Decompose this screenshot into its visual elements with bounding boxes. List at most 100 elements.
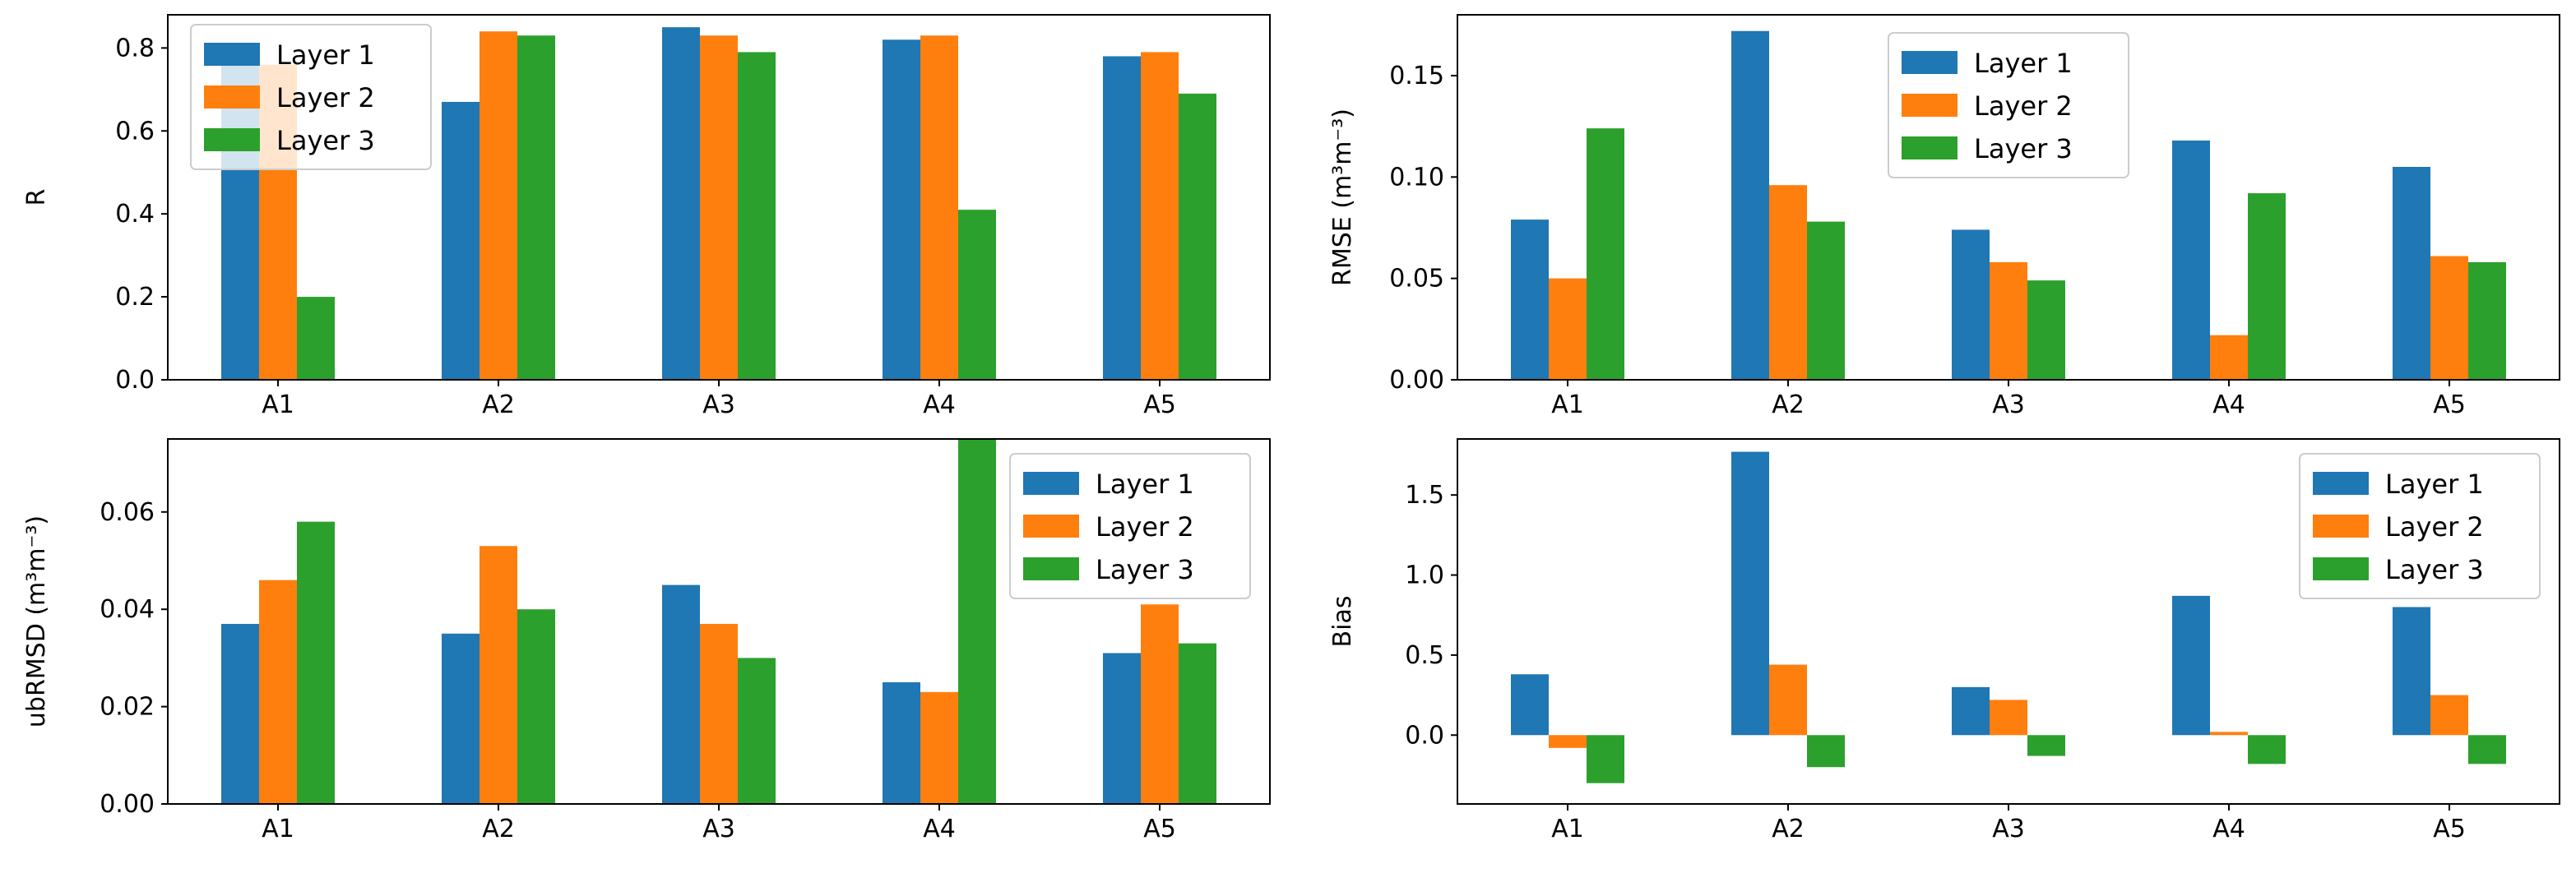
x-tick-label: A1 <box>262 815 294 843</box>
bar-layer-1-a3 <box>1952 229 1990 380</box>
bar-layer-3-a3 <box>2027 735 2065 756</box>
legend: Layer 1 Layer 2 Layer 3 <box>190 24 432 170</box>
x-tick-label: A5 <box>1143 815 1176 843</box>
x-tick-label: A2 <box>1772 390 1805 419</box>
bar-layer-2-a3 <box>700 35 738 381</box>
legend-swatch <box>1023 472 1079 495</box>
bar-layer-2-a1 <box>259 580 297 804</box>
bar-layer-1-a4 <box>2172 595 2210 736</box>
bar-layer-2-a5 <box>2430 695 2468 736</box>
legend-label: Layer 1 <box>1096 469 1194 500</box>
legend-label: Layer 1 <box>2385 469 2484 500</box>
y-tick-label: 0.2 <box>115 283 155 312</box>
bar-layer-3-a1 <box>1587 128 1624 380</box>
y-tick-label: 0.4 <box>115 200 155 229</box>
x-tick-label: A5 <box>2433 815 2466 843</box>
bar-layer-1-a4 <box>883 39 920 380</box>
y-axis-label: Bias <box>1328 596 1357 648</box>
bar-layer-2-a2 <box>1769 185 1807 380</box>
bar-layer-1-a4 <box>883 682 920 804</box>
y-tick-label: 0.0 <box>115 366 155 395</box>
legend-label: Layer 2 <box>2385 511 2484 543</box>
legend-label: Layer 1 <box>1974 48 2073 79</box>
panel-4: A1 A2 A3 A4 A5 0.0 0.5 1.0 1.5 Bias Layer 1 Layer 2… <box>1328 438 2560 843</box>
x-tick-label: A4 <box>923 815 956 843</box>
bar-layer-3-a1 <box>297 521 335 804</box>
bar-layer-1-a3 <box>662 584 700 804</box>
legend-swatch <box>2313 515 2369 538</box>
y-axis-label: R <box>22 189 51 206</box>
x-tick-label: A5 <box>2433 390 2466 419</box>
legend: Layer 1 Layer 2 Layer 3 <box>2299 453 2541 599</box>
bar-layer-1-a5 <box>1103 56 1141 381</box>
legend-label: Layer 3 <box>276 125 375 156</box>
bar-layer-2-a1 <box>1549 735 1587 748</box>
bar-layer-2-a2 <box>480 31 517 380</box>
legend-label: Layer 3 <box>1096 554 1194 585</box>
y-tick-label: 0.02 <box>100 693 155 722</box>
bar-layer-3-a5 <box>2468 261 2506 380</box>
y-tick-label: 0.00 <box>100 790 155 819</box>
bar-layer-3-a5 <box>2468 735 2506 764</box>
y-axis-label: ubRMSD (m³m⁻³) <box>22 515 51 728</box>
y-tick-label: 0.8 <box>115 34 155 62</box>
legend-swatch <box>2313 557 2369 580</box>
legend-swatch <box>1902 94 1957 117</box>
y-tick-label: 0.00 <box>1389 366 1444 395</box>
bar-layer-3-a4 <box>2248 735 2286 764</box>
bar-layer-2-a2 <box>1769 664 1807 736</box>
x-tick-label: A2 <box>1772 815 1805 843</box>
bar-layer-1-a3 <box>1952 686 1990 736</box>
bar-layer-3-a2 <box>1807 735 1845 768</box>
legend-swatch <box>204 128 260 151</box>
x-tick-label: A3 <box>1992 390 2025 419</box>
legend: Layer 1 Layer 2 Layer 3 <box>1888 32 2129 178</box>
x-tick-label: A5 <box>1143 390 1176 419</box>
bar-layer-1-a5 <box>1103 653 1141 804</box>
bar-layer-1-a1 <box>1511 674 1549 736</box>
panel-2: A1 A2 A3 A4 A5 0.00 0.05 0.10 0.15 RMSE (m³m⁻³) La… <box>1328 14 2560 419</box>
legend-label: Layer 3 <box>1974 133 2073 164</box>
bar-layer-3-a2 <box>517 35 555 381</box>
y-tick-label: 0.5 <box>1405 641 1444 670</box>
x-tick-label: A3 <box>1992 815 2025 843</box>
legend-label: Layer 2 <box>276 82 375 113</box>
bar-layer-3-a3 <box>738 52 776 381</box>
bar-layer-1-a5 <box>2393 167 2430 380</box>
bar-layer-1-a5 <box>2393 607 2430 736</box>
bar-layer-2-a4 <box>2210 335 2248 380</box>
bar-layer-2-a1 <box>1549 278 1587 380</box>
bar-layer-2-a2 <box>480 546 517 804</box>
legend-swatch <box>204 43 260 66</box>
panel-1: A1 A2 A3 A4 A5 0.0 0.2 0.4 0.6 0.8 R Layer 1 Layer 2… <box>22 14 1271 419</box>
x-tick-label: A4 <box>2212 390 2245 419</box>
y-axis-label: RMSE (m³m⁻³) <box>1328 109 1357 286</box>
bar-layer-2-a5 <box>1141 52 1179 381</box>
legend-swatch <box>1023 515 1079 538</box>
legend: Layer 1 Layer 2 Layer 3 <box>1009 453 1251 599</box>
bar-layer-1-a1 <box>1511 219 1549 380</box>
y-tick-label: 1.5 <box>1405 481 1444 510</box>
bar-layer-3-a2 <box>1807 221 1845 380</box>
y-tick-label: 0.0 <box>1405 721 1444 750</box>
legend-swatch <box>204 85 260 109</box>
x-tick-label: A3 <box>702 815 735 843</box>
y-tick-label: 0.15 <box>1389 62 1444 90</box>
bar-layer-1-a2 <box>1731 451 1769 736</box>
x-tick-label: A1 <box>1551 390 1584 419</box>
bar-layer-3-a4 <box>958 210 996 380</box>
x-tick-label: A1 <box>1551 815 1584 843</box>
legend-swatch <box>1023 557 1079 580</box>
x-tick-label: A4 <box>2212 815 2245 843</box>
legend-swatch <box>1902 136 1957 159</box>
bar-layer-2-a5 <box>2430 256 2468 380</box>
legend-label: Layer 2 <box>1974 90 2073 122</box>
bar-layer-3-a1 <box>1587 735 1624 783</box>
y-tick-label: 0.10 <box>1389 163 1444 192</box>
legend-label: Layer 2 <box>1096 511 1194 543</box>
bar-layer-1-a2 <box>442 633 480 804</box>
bar-layer-1-a1 <box>221 623 259 804</box>
bar-layer-3-a5 <box>1179 93 1216 380</box>
legend-label: Layer 1 <box>276 39 375 71</box>
bar-layer-2-a5 <box>1141 604 1179 804</box>
